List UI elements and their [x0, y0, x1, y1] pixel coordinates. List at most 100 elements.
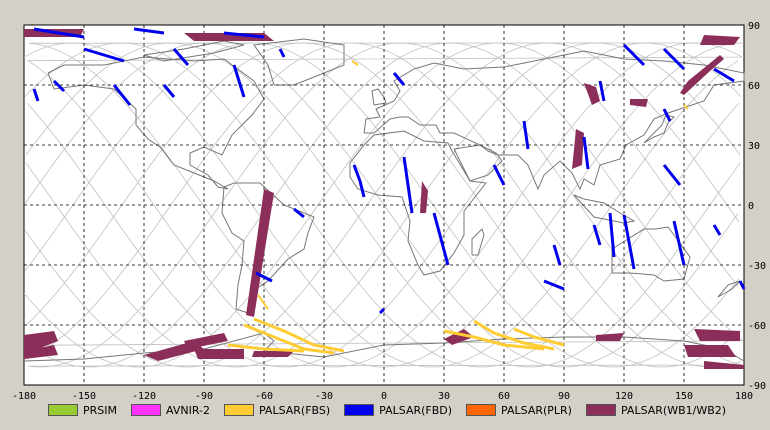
x-tick-label: -120 — [132, 391, 156, 402]
y-tick-label: -30 — [748, 261, 766, 272]
swath-wb — [246, 189, 274, 317]
legend-item-prism: PRSIM — [48, 404, 117, 417]
x-tick-label: 120 — [615, 391, 633, 402]
coastline-madagascar — [471, 228, 485, 256]
legend-label: AVNIR-2 — [166, 403, 210, 417]
swath-fbd — [278, 48, 286, 58]
coastline-north-america — [47, 56, 265, 190]
orbit-track — [23, 42, 739, 368]
coastline-canada-islands — [143, 40, 245, 62]
swath-fbd — [223, 31, 265, 39]
swath-fbd — [492, 164, 506, 186]
x-tick-label: -150 — [72, 391, 96, 402]
y-tick-label: 90 — [748, 21, 760, 32]
orbit-track — [25, 42, 741, 368]
orbit-track — [28, 42, 744, 368]
y-tick-label: -90 — [748, 381, 766, 392]
swath-fbd — [232, 64, 246, 98]
swath-fbs — [253, 317, 345, 353]
swath-fbd — [112, 84, 132, 106]
legend-item-palsar-fbd: PALSAR(FBD) — [344, 404, 452, 417]
swath-fbd — [32, 88, 40, 102]
swath-fbd — [522, 120, 530, 150]
x-tick-label: -60 — [255, 391, 273, 402]
swath-fbd — [172, 48, 190, 66]
x-tick-label: 90 — [558, 391, 570, 402]
swath-fbd — [582, 136, 590, 170]
swath-wb — [24, 331, 58, 353]
swath-fbd — [608, 212, 616, 258]
swath-wb — [630, 99, 648, 107]
swath-fbd — [392, 72, 406, 86]
swath-fbd — [662, 108, 672, 122]
longitude-tick-labels: -180 -150 -120 -90 -60 -30 0 30 60 90 120 150 180 — [12, 391, 753, 402]
legend-item-palsar-plr: PALSAR(PLR) — [466, 404, 572, 417]
legend-swatch — [466, 404, 497, 416]
swath-fbs — [257, 294, 269, 310]
legend-swatch — [48, 404, 78, 416]
swath-fbd — [662, 164, 682, 186]
swath-fbs — [227, 343, 305, 353]
observation-swaths — [24, 27, 746, 369]
swath-fbd — [432, 212, 450, 266]
y-tick-label: 60 — [748, 81, 760, 92]
swath-fbs — [513, 327, 565, 347]
x-tick-label: 30 — [438, 391, 450, 402]
coastline-africa — [349, 130, 487, 276]
swath-fbs — [473, 319, 555, 351]
swath-wb — [684, 345, 736, 357]
x-tick-label: -180 — [12, 391, 36, 402]
swath-fbd — [713, 67, 735, 83]
swath-wb — [444, 329, 474, 345]
y-tick-label: 0 — [748, 201, 754, 212]
legend: PRSIM AVNIR-2 PALSAR(FBS) PALSAR(FBD) PA… — [48, 402, 740, 418]
swath-fbd — [33, 27, 85, 39]
swath-wb — [24, 345, 58, 359]
swath-wb — [184, 333, 228, 349]
latitude-tick-labels: 90 60 30 0 -30 -60 -90 — [748, 21, 766, 392]
swath-wb — [694, 329, 740, 341]
legend-label: PALSAR(WB1/WB2) — [620, 403, 727, 417]
legend-label: PALSAR(FBD) — [379, 403, 453, 417]
swath-wb — [700, 35, 740, 45]
swath-fbd — [52, 79, 66, 93]
swath-wb — [704, 361, 744, 369]
orbit-track — [23, 42, 739, 368]
legend-swatch — [131, 404, 161, 416]
coastline-japan — [643, 114, 675, 144]
x-tick-label: -30 — [315, 391, 333, 402]
swath-fbd — [402, 156, 414, 214]
legend-item-avnir2: AVNIR-2 — [131, 404, 210, 417]
swath-fbd — [358, 180, 366, 198]
orbit-track — [26, 42, 742, 368]
legend-swatch — [223, 404, 254, 416]
x-tick-label: 0 — [381, 391, 387, 402]
legend-item-palsar-fbs: PALSAR(FBS) — [223, 403, 331, 417]
swath-wb — [596, 333, 624, 341]
y-tick-label: 30 — [748, 141, 760, 152]
swath-fbd — [598, 80, 606, 102]
swath-fbs — [351, 60, 359, 66]
swath-fbd — [592, 224, 602, 246]
orbit-track — [23, 42, 739, 368]
swath-fbs — [443, 329, 545, 351]
legend-label: PALSAR(FBS) — [258, 403, 331, 417]
swath-fbd — [738, 280, 746, 290]
x-tick-label: 60 — [498, 391, 510, 402]
legend-swatch — [344, 404, 375, 416]
coastline-australia — [611, 226, 691, 282]
swath-fbd — [672, 220, 686, 266]
swath-fbd — [352, 164, 362, 182]
orbit-track — [24, 42, 740, 368]
x-tick-label: 150 — [675, 391, 693, 402]
orbit-track — [26, 42, 743, 368]
coastline-indonesia — [573, 194, 636, 224]
swath-fbd — [293, 207, 305, 219]
swath-fbd — [552, 244, 562, 266]
swath-fbd — [622, 214, 636, 270]
swath-fbd — [255, 271, 273, 283]
swath-fbd — [712, 224, 722, 236]
swath-wb — [680, 55, 724, 95]
orbit-track — [27, 42, 745, 368]
